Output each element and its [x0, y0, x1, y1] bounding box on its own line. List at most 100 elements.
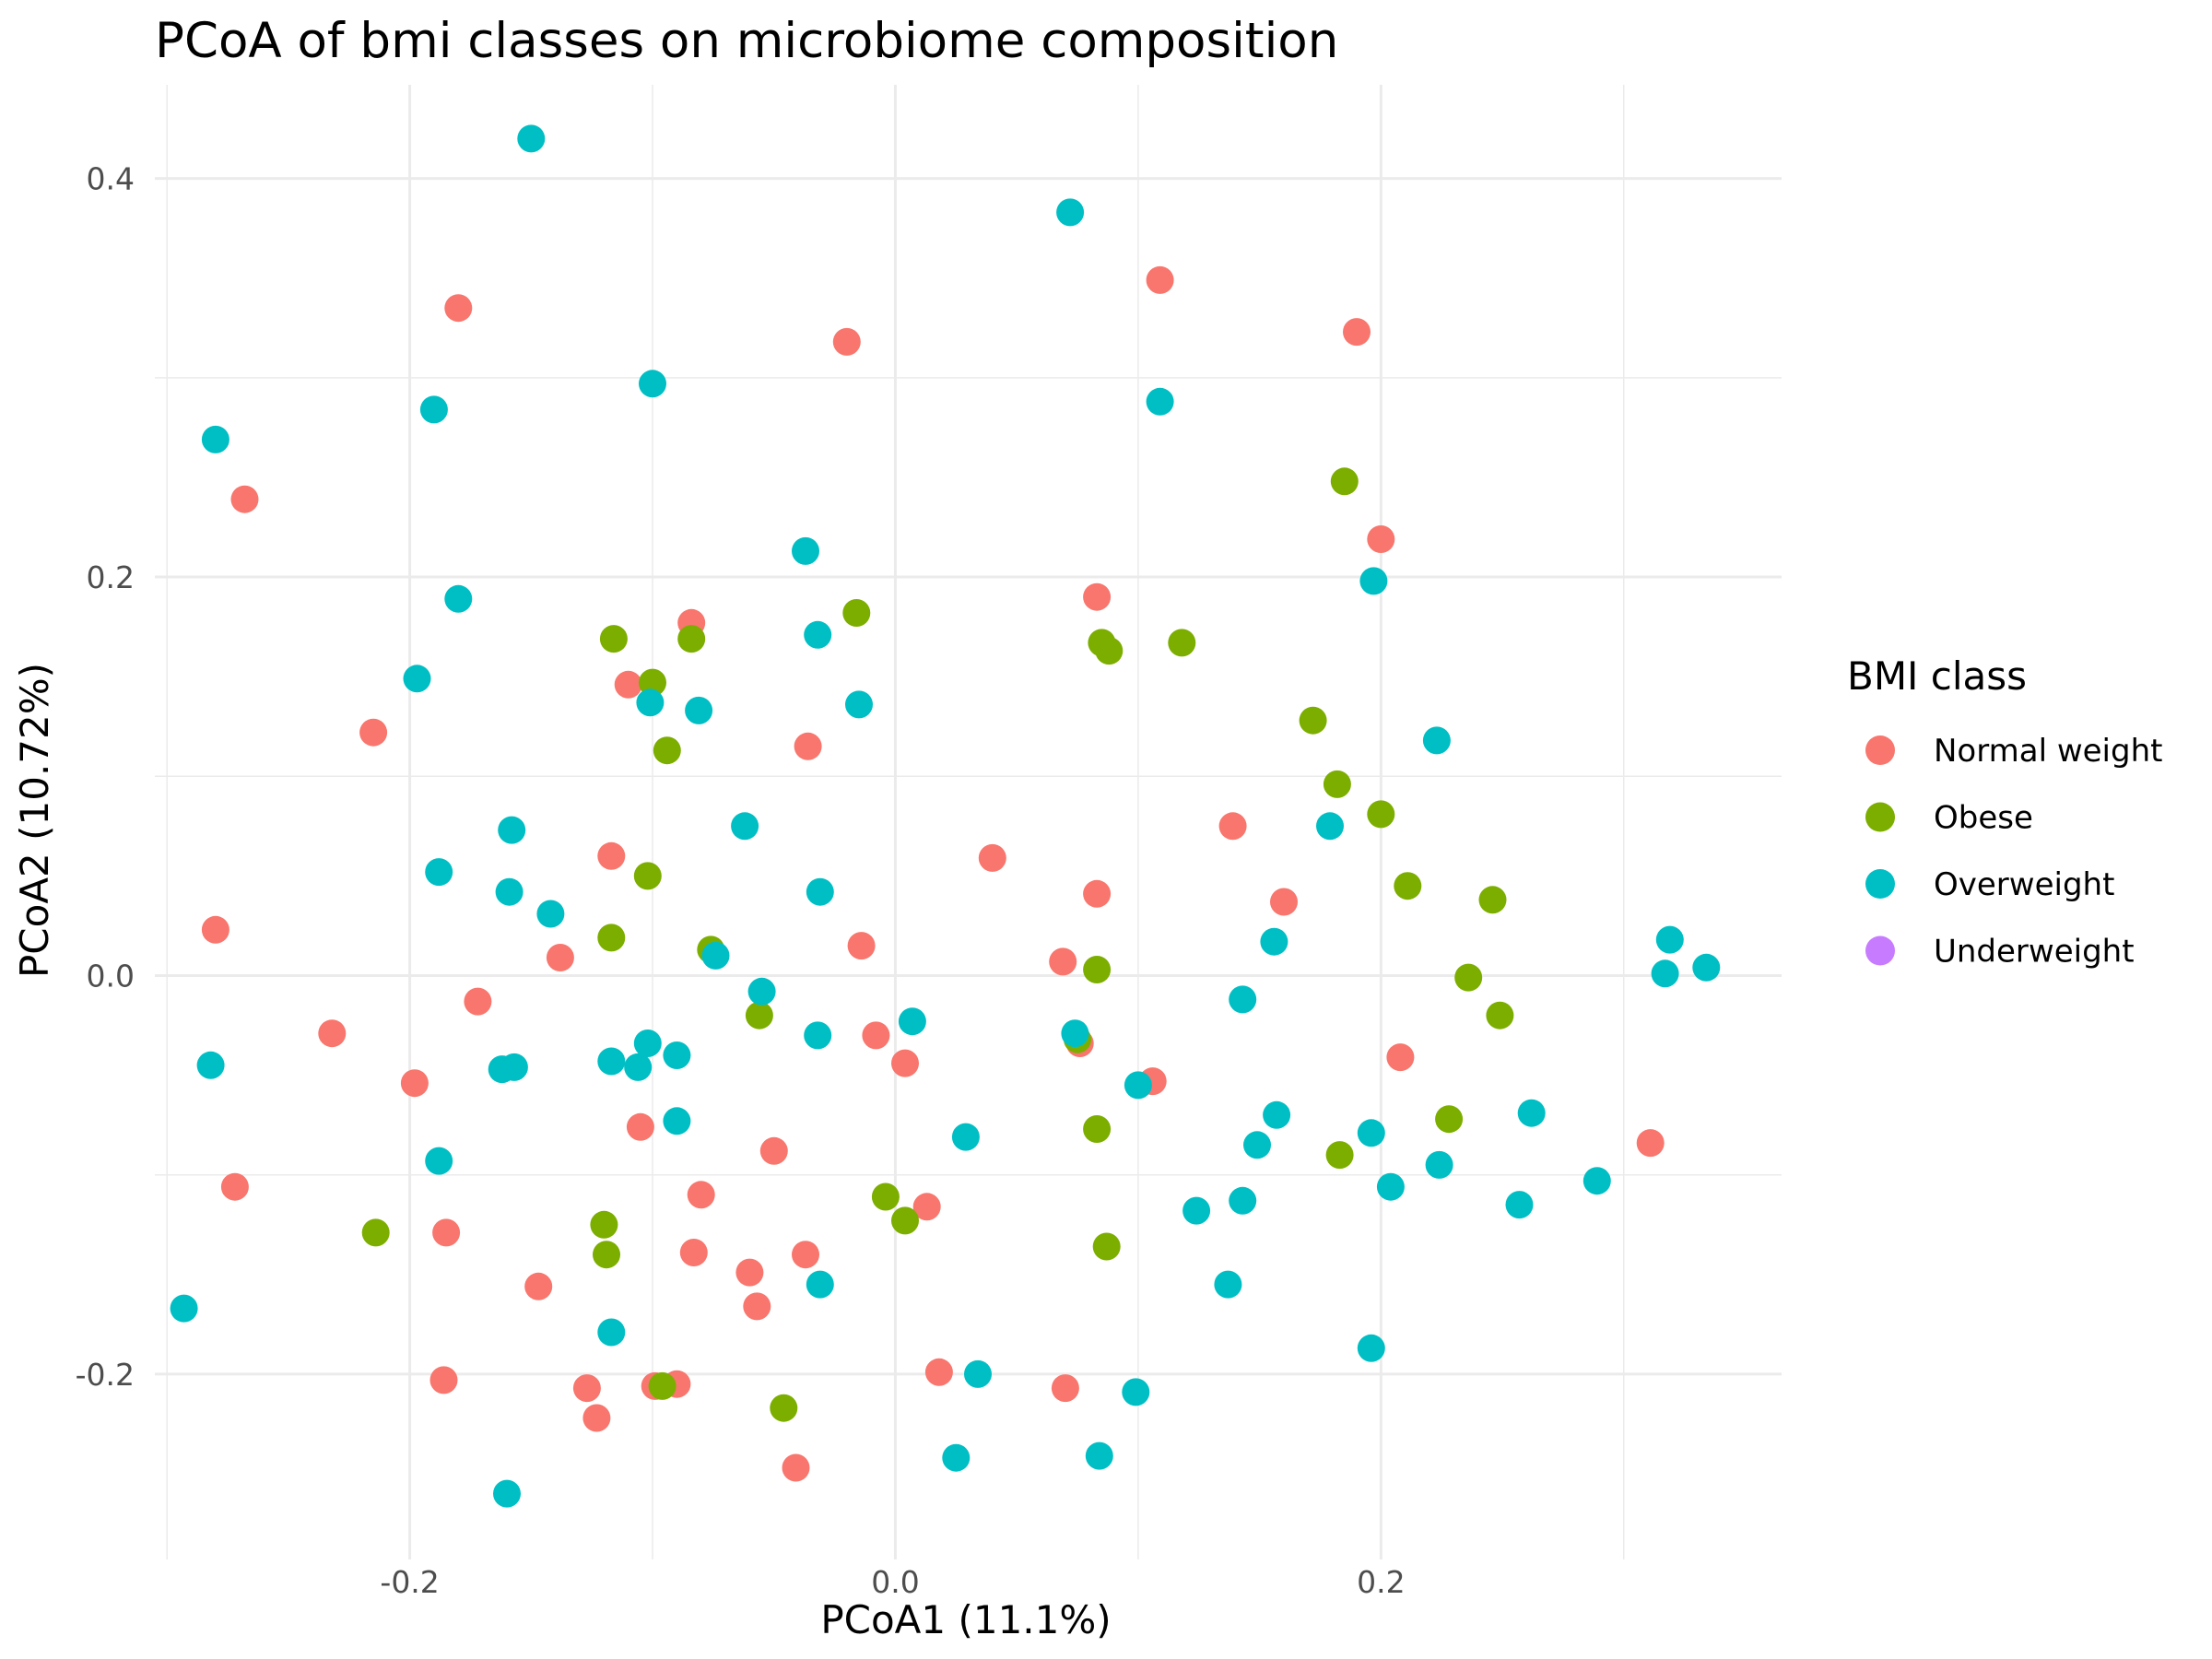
legend: BMI class Normal weight Obese Overweight Un… [1847, 653, 2162, 971]
point-overweight [804, 1021, 832, 1050]
point-normal-weight [862, 1021, 890, 1050]
point-overweight [964, 1359, 992, 1388]
point-overweight [663, 1107, 691, 1135]
point-overweight [747, 977, 776, 1006]
point-overweight [425, 1147, 453, 1175]
point-overweight [1229, 1186, 1257, 1215]
point-normal-weight [400, 1069, 429, 1098]
point-obese [1299, 706, 1327, 735]
point-obese [1367, 800, 1395, 829]
point-overweight [1422, 726, 1451, 755]
legend-swatch-underweight [1865, 935, 1895, 966]
point-normal-weight [1218, 812, 1247, 841]
point-normal-weight [524, 1272, 553, 1300]
point-overweight [536, 900, 565, 928]
x-tick-label: -0.2 [380, 1564, 439, 1600]
point-normal-weight [1386, 1043, 1415, 1072]
point-normal-weight [597, 841, 626, 870]
point-normal-weight [912, 1193, 941, 1221]
point-normal-weight [429, 1366, 458, 1394]
data-points [170, 124, 1721, 1508]
point-overweight [685, 696, 713, 724]
point-normal-weight [432, 1218, 461, 1247]
point-overweight [1122, 1378, 1150, 1406]
x-axis-ticks: -0.2 0.0 0.2 [380, 1564, 1405, 1600]
point-normal-weight [1146, 265, 1174, 294]
point-overweight [517, 124, 546, 153]
point-obese [1095, 637, 1124, 665]
point-normal-weight [687, 1181, 715, 1209]
point-normal-weight [1083, 879, 1112, 908]
point-obese [633, 862, 662, 890]
point-overweight [1182, 1196, 1211, 1225]
point-obese [1478, 886, 1507, 914]
point-overweight [1229, 985, 1257, 1014]
point-overweight [419, 395, 448, 424]
point-overweight [663, 1041, 691, 1069]
point-obese [1330, 467, 1359, 496]
point-overweight [495, 877, 524, 906]
legend-label-obese: Obese [1934, 800, 2033, 837]
point-overweight [1146, 387, 1174, 416]
point-overweight [951, 1123, 980, 1151]
point-overweight [1517, 1099, 1546, 1127]
point-normal-weight [359, 718, 388, 747]
point-overweight [425, 858, 453, 887]
point-overweight [804, 620, 832, 649]
point-normal-weight [1051, 1374, 1079, 1403]
point-overweight [898, 1007, 926, 1036]
point-overweight [493, 1479, 521, 1508]
point-obese [1486, 1001, 1514, 1030]
point-obese [770, 1394, 798, 1422]
point-overweight [1692, 953, 1721, 982]
point-normal-weight [464, 987, 492, 1016]
point-normal-weight [1049, 947, 1077, 976]
point-normal-weight [782, 1453, 810, 1482]
point-normal-weight [1083, 582, 1112, 611]
point-overweight [806, 877, 834, 906]
point-overweight [170, 1294, 198, 1323]
point-overweight [701, 941, 730, 970]
point-normal-weight [1343, 318, 1371, 347]
y-tick-label: 0.4 [87, 161, 135, 197]
point-overweight [1124, 1071, 1152, 1100]
point-normal-weight [792, 1241, 819, 1269]
x-tick-label: 0.2 [1357, 1564, 1405, 1600]
point-overweight [597, 1047, 626, 1076]
point-normal-weight [891, 1049, 919, 1077]
point-obese [677, 625, 706, 653]
point-normal-weight [201, 915, 229, 944]
point-overweight [1263, 1100, 1291, 1129]
point-normal-weight [679, 1239, 708, 1266]
point-overweight [403, 665, 431, 693]
legend-label-overweight: Overweight [1934, 866, 2114, 903]
grid [155, 85, 1782, 1559]
point-overweight [1357, 1119, 1385, 1147]
point-normal-weight [759, 1136, 788, 1165]
point-obese [1168, 629, 1196, 657]
point-overweight [1243, 1131, 1271, 1159]
point-normal-weight [582, 1404, 611, 1432]
point-overweight [1583, 1167, 1611, 1195]
point-obese [1394, 872, 1422, 900]
point-overweight [1214, 1270, 1242, 1299]
point-obese [745, 1001, 773, 1030]
point-obese [1083, 956, 1112, 983]
point-overweight [498, 816, 526, 844]
y-tick-label: 0.2 [87, 559, 135, 595]
point-overweight [1655, 925, 1684, 954]
legend-title: BMI class [1847, 653, 2027, 699]
point-normal-weight [1270, 888, 1298, 916]
point-overweight [201, 425, 229, 453]
point-normal-weight [626, 1112, 654, 1141]
point-normal-weight [735, 1258, 764, 1287]
point-obese [590, 1210, 618, 1239]
point-overweight [1505, 1191, 1534, 1219]
point-overweight [806, 1270, 834, 1299]
point-normal-weight [832, 327, 861, 356]
point-normal-weight [1636, 1129, 1665, 1158]
point-overweight [636, 688, 665, 717]
point-normal-weight [546, 944, 574, 971]
point-obese [842, 599, 871, 627]
